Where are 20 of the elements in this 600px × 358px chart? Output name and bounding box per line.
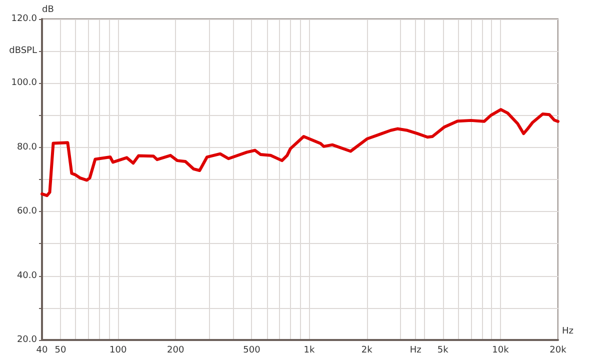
y-tick-label: 60.0 xyxy=(16,206,38,217)
y-tick-label: 100.0 xyxy=(11,78,38,88)
x-tick-label: 20k xyxy=(550,346,568,356)
x-tick-label: 1k xyxy=(304,346,316,356)
x-tick-label: Hz xyxy=(410,346,422,356)
y-tick-label: 20.0 xyxy=(16,335,38,345)
y-axis-title: dB xyxy=(42,5,54,16)
y-tick-label: 40.0 xyxy=(16,270,38,281)
y-tick-label: 80.0 xyxy=(16,142,38,152)
x-tick-label: 10k xyxy=(492,346,510,356)
x-tick-label: 500 xyxy=(243,346,261,356)
x-tick-label: 40 xyxy=(36,346,48,356)
x-tick-label: 5k xyxy=(437,346,450,356)
y-tick-label: dBSPL xyxy=(9,46,37,56)
x-tick-label: 100 xyxy=(109,346,127,356)
x-tick-label: 2k xyxy=(361,346,374,356)
x-axis-title: Hz xyxy=(562,326,574,336)
x-tick-label: 50 xyxy=(54,346,67,356)
y-tick-label: 120.0 xyxy=(11,14,38,24)
x-tick-label: 200 xyxy=(167,346,184,356)
